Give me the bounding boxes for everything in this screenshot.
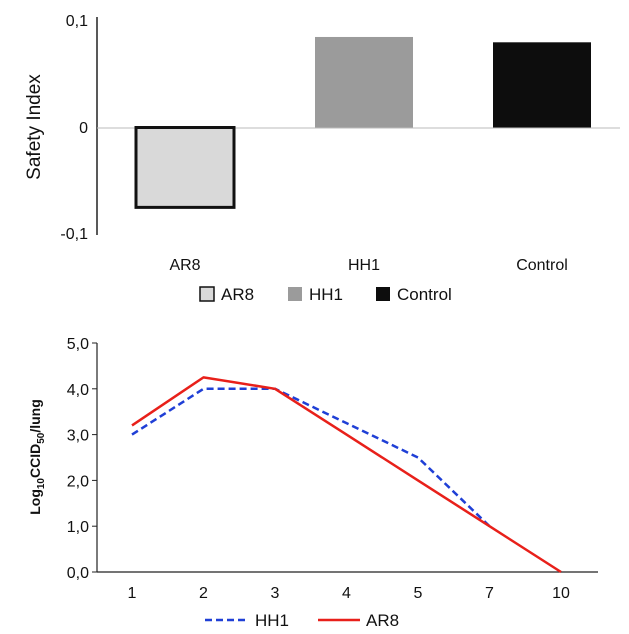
legend-label-control: Control [397,285,452,304]
line-y-tick-label: 0,0 [67,565,89,582]
bar-category-label: Control [516,257,568,274]
line-x-tick-label: 4 [342,585,351,602]
line-y-tick-label: 1,0 [67,519,89,536]
bar-category-label: HH1 [348,257,380,274]
ylabel-log: Log [27,489,43,515]
bar-category-label: AR8 [169,257,200,274]
line-chart-ticks: 0,0 1,0 2,0 3,0 4,0 5,0 1 2 3 4 5 7 10 [67,336,570,602]
series-line-hh1 [131,387,491,528]
legend-swatch-ar8 [199,286,215,302]
bar-y-axis-label: Safety Index [24,74,45,180]
line-y-tick-label: 4,0 [67,382,89,399]
ylabel-ccid: CCID [27,444,43,478]
line-y-tick-label: 2,0 [67,473,89,490]
ylabel-sub50: 50 [36,432,47,444]
series-line-ar8 [131,376,562,574]
bars-group [134,36,591,209]
line-y-axis-label: Log10CCID50/lung [27,399,47,515]
line-y-tick-label: 5,0 [67,336,89,353]
legend-swatch-hh1 [288,287,302,301]
ylabel-sub10: 10 [36,478,47,490]
safety-index-bar-chart: 0,1 0 -0,1 Safety Index AR8 HH1 Control … [24,13,620,304]
bar-ar8 [134,126,236,209]
legend-swatch-control [376,287,390,301]
bar-hh1 [315,36,413,128]
legend-label-ar8: AR8 [221,285,254,304]
legend-label-hh1-line: HH1 [255,611,289,630]
legend-label-hh1: HH1 [309,285,343,304]
line-x-tick-label: 5 [414,585,423,602]
line-x-tick-label: 3 [271,585,280,602]
ylabel-lung: /lung [27,399,43,432]
bar-y-tick-zero: 0 [79,120,88,137]
bar-y-tick-top: 0,1 [66,13,88,30]
line-x-tick-label: 7 [485,585,494,602]
bar-control [493,42,591,128]
line-y-tick-label: 3,0 [67,428,89,445]
line-x-tick-label: 10 [552,585,570,602]
line-x-tick-label: 2 [199,585,208,602]
legend-label-ar8-line: AR8 [366,611,399,630]
line-x-tick-label: 1 [128,585,137,602]
bar-y-tick-bottom: -0,1 [60,226,88,243]
line-series-group [131,376,562,574]
